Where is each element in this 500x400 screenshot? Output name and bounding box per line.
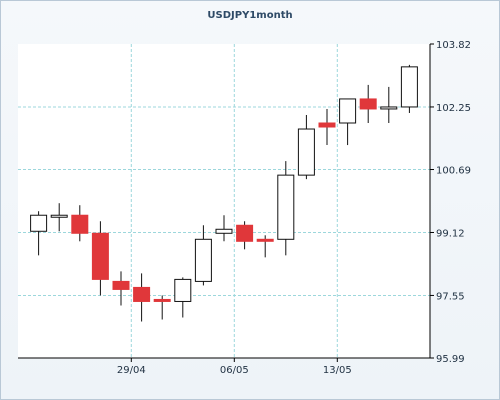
candle-body-down xyxy=(133,286,151,302)
candle xyxy=(236,221,254,250)
axes: 95.99 97.55 99.12 100.69 102.25 103.82 29/04 06… xyxy=(18,40,471,376)
y-tick-label: 100.69 xyxy=(436,166,471,177)
candle-body-up xyxy=(174,278,192,302)
candle-body-down xyxy=(153,298,171,302)
candle xyxy=(153,295,171,320)
candle-body-up xyxy=(50,214,68,218)
candle xyxy=(277,161,295,256)
candle xyxy=(400,64,418,113)
candle xyxy=(112,271,130,306)
y-tick-label: 103.82 xyxy=(436,40,471,51)
candle-body-down xyxy=(91,232,109,280)
plot-area xyxy=(18,44,430,358)
candle-body-down xyxy=(236,224,254,242)
candle xyxy=(297,114,315,180)
candle xyxy=(194,225,212,286)
chart-title: USDJPY1month xyxy=(207,10,293,21)
candle xyxy=(339,98,357,146)
x-tick-label: 06/05 xyxy=(220,365,249,376)
candle-body-down xyxy=(359,98,377,110)
candle xyxy=(256,235,274,258)
y-tick-label: 102.25 xyxy=(436,103,471,114)
candle-body-down xyxy=(112,280,130,290)
candle xyxy=(174,277,192,318)
candle xyxy=(91,221,109,296)
y-tick-label: 99.12 xyxy=(436,228,465,239)
candle-body-up xyxy=(339,98,357,124)
candle-body-down xyxy=(256,238,274,242)
candle xyxy=(133,273,151,322)
candle xyxy=(50,203,68,232)
candle-body-up xyxy=(277,174,295,240)
candles xyxy=(30,64,418,322)
candle-body-up xyxy=(194,238,212,282)
candle xyxy=(215,215,233,242)
candle xyxy=(359,84,377,124)
candle xyxy=(30,211,48,256)
candle-body-up xyxy=(215,228,233,234)
candle-body-up xyxy=(30,214,48,232)
x-tick-label: 13/05 xyxy=(323,365,352,376)
candle xyxy=(71,205,89,242)
candle-body-down xyxy=(318,122,336,128)
y-tick-label: 97.55 xyxy=(436,291,465,302)
candle-body-up xyxy=(297,128,315,176)
candle xyxy=(380,86,398,124)
candle-body-up xyxy=(380,106,398,110)
candle-body-up xyxy=(400,66,418,108)
y-tick-label: 95.99 xyxy=(436,354,465,365)
candle-body-down xyxy=(71,214,89,234)
x-tick-label: 29/04 xyxy=(117,365,146,376)
candle xyxy=(318,108,336,146)
